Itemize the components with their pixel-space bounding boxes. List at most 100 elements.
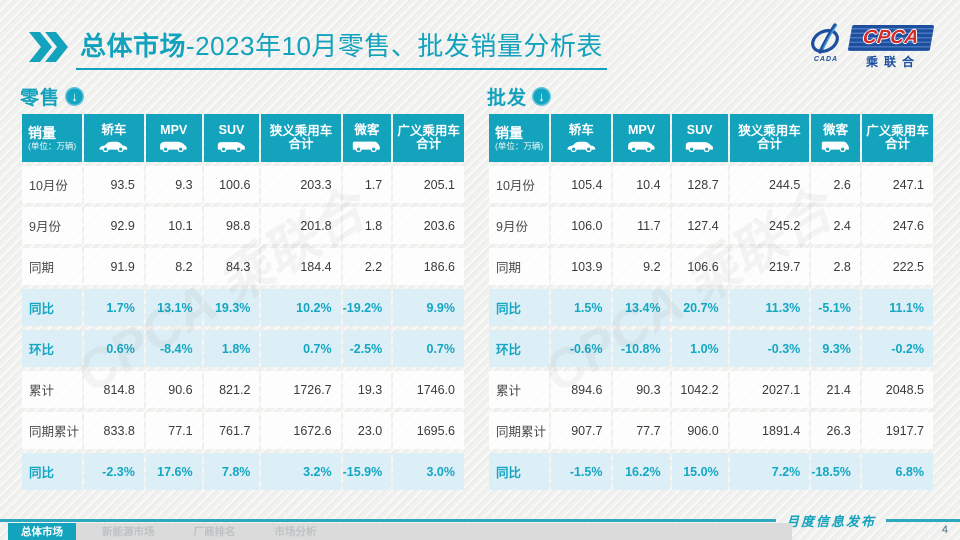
cpca-chinese-label: 乘联合 bbox=[865, 54, 920, 69]
cell: 16.2% bbox=[613, 453, 670, 490]
retail-panel: 零售 ↓ 销量 (单位：万辆) 轿车 MPV SUV 狭义乘用车 合计 微客 广义乘用车 合计… bbox=[20, 84, 466, 494]
cell: 1672.6 bbox=[261, 412, 341, 449]
row-label: 同比 bbox=[22, 289, 82, 326]
cell: 1.8% bbox=[203, 330, 260, 367]
row-label: 10月份 bbox=[489, 166, 550, 203]
suv-icon bbox=[685, 142, 713, 152]
table-row: 9月份 106.0 11.7 127.4 245.2 2.4 247.6 bbox=[489, 207, 933, 244]
cell: 2.4 bbox=[811, 207, 860, 244]
cell: 2048.5 bbox=[861, 371, 933, 408]
cell: -19.2% bbox=[342, 289, 392, 326]
page-number: 4 bbox=[941, 524, 948, 536]
publish-label: 月度信息发布 bbox=[785, 514, 876, 529]
footer-tab-3[interactable]: 市场分析 bbox=[274, 526, 317, 538]
cell: -2.5% bbox=[342, 330, 392, 367]
slide-header: 总体市场-2023年10月零售、批发销量分析表 CADA CPCA 乘联合 bbox=[28, 23, 940, 76]
van-icon bbox=[353, 141, 381, 152]
table-row: 同期 103.9 9.2 106.6 219.7 2.8 222.5 bbox=[489, 248, 933, 285]
cell: -0.6% bbox=[551, 330, 612, 367]
cell: 186.6 bbox=[393, 248, 464, 285]
cell: 8.2 bbox=[145, 248, 202, 285]
cell: 1.8 bbox=[342, 207, 392, 244]
cell: 13.4% bbox=[613, 289, 670, 326]
cell: 205.1 bbox=[393, 166, 464, 203]
footer-tab-1[interactable]: 新能源市场 bbox=[102, 526, 155, 538]
table-row: 同期累计 833.8 77.1 761.7 1672.6 23.0 1695.6 bbox=[22, 412, 464, 449]
footer-tab-0[interactable]: 总体市场 bbox=[8, 523, 76, 540]
download-circle-icon: ↓ bbox=[532, 86, 552, 106]
cell: -0.2% bbox=[861, 330, 933, 367]
header-row: 销量 (单位：万辆) 轿车 MPV SUV 狭义乘用车 合计 微客 广义乘用车 合计 bbox=[489, 114, 933, 162]
cell: 2.6 bbox=[811, 166, 860, 203]
cell: 0.7% bbox=[393, 330, 464, 367]
row-label: 同期 bbox=[22, 248, 82, 285]
cell: 84.3 bbox=[203, 248, 260, 285]
cell: 7.2% bbox=[729, 453, 810, 490]
row-label: 环比 bbox=[489, 330, 550, 367]
cpca-wordmark: CPCA bbox=[847, 24, 935, 51]
cell: 0.6% bbox=[83, 330, 144, 367]
cada-emblem-icon bbox=[811, 23, 839, 54]
cell: 247.6 bbox=[861, 207, 933, 244]
cell: -15.9% bbox=[342, 453, 392, 490]
cell: 100.6 bbox=[203, 166, 260, 203]
row-label: 同期累计 bbox=[489, 412, 550, 449]
cell: 2027.1 bbox=[729, 371, 810, 408]
cell: 21.4 bbox=[811, 371, 860, 408]
corner-header: 销量 (单位：万辆) bbox=[489, 114, 550, 162]
van-icon bbox=[821, 141, 849, 152]
table-row: 累计 894.6 90.3 1042.2 2027.1 21.4 2048.5 bbox=[489, 371, 933, 408]
cell: 90.3 bbox=[613, 371, 670, 408]
column-header: MPV bbox=[613, 114, 670, 162]
cada-label: CADA bbox=[813, 56, 839, 63]
cell: 222.5 bbox=[861, 248, 933, 285]
footer-tab-bar: 总体市场 新能源市场 厂商排名 市场分析 bbox=[8, 523, 792, 540]
cell: 184.4 bbox=[261, 248, 341, 285]
retail-label: 零售 bbox=[20, 87, 61, 109]
row-label: 同比 bbox=[489, 289, 550, 326]
sedan-icon bbox=[99, 141, 128, 152]
cell: 103.9 bbox=[551, 248, 612, 285]
cell: 1891.4 bbox=[729, 412, 810, 449]
retail-table: 销量 (单位：万辆) 轿车 MPV SUV 狭义乘用车 合计 微客 广义乘用车 合计 10月份 9… bbox=[20, 110, 466, 494]
cell: 1.0% bbox=[671, 330, 728, 367]
column-header: SUV bbox=[671, 114, 728, 162]
mpv-icon bbox=[628, 141, 655, 152]
double-chevron-icon bbox=[29, 32, 68, 62]
cell: 127.4 bbox=[671, 207, 728, 244]
column-header: 狭义乘用车 合计 bbox=[261, 114, 341, 162]
table-row: 10月份 105.4 10.4 128.7 244.5 2.6 247.1 bbox=[489, 166, 933, 203]
cell: 9.3% bbox=[811, 330, 860, 367]
column-header: 微客 bbox=[342, 114, 392, 162]
column-header: 狭义乘用车 合计 bbox=[729, 114, 810, 162]
cell: -5.1% bbox=[811, 289, 860, 326]
cpca-logo: CADA CPCA 乘联合 bbox=[804, 18, 935, 76]
column-header: 广义乘用车 合计 bbox=[393, 114, 464, 162]
table-row: 累计 814.8 90.6 821.2 1726.7 19.3 1746.0 bbox=[22, 371, 464, 408]
cell: 106.6 bbox=[671, 248, 728, 285]
cell: 106.0 bbox=[551, 207, 612, 244]
page-title-rest: -2023年10月零售、批发销量分析表 bbox=[186, 31, 603, 61]
cell: 10.2% bbox=[261, 289, 341, 326]
page-title-section: 总体市场 bbox=[80, 31, 187, 61]
cell: 15.0% bbox=[671, 453, 728, 490]
corner-header: 销量 (单位：万辆) bbox=[22, 114, 82, 162]
cell: 128.7 bbox=[671, 166, 728, 203]
cell: 3.0% bbox=[393, 453, 464, 490]
cell: 245.2 bbox=[729, 207, 810, 244]
row-label: 累计 bbox=[489, 371, 550, 408]
cell: 11.3% bbox=[729, 289, 810, 326]
table-row: 10月份 93.5 9.3 100.6 203.3 1.7 205.1 bbox=[22, 166, 464, 203]
row-label: 同比 bbox=[489, 453, 550, 490]
cell: 10.4 bbox=[613, 166, 670, 203]
column-header: 轿车 bbox=[551, 114, 612, 162]
table-row: 同期累计 907.7 77.7 906.0 1891.4 26.3 1917.7 bbox=[489, 412, 933, 449]
row-label: 9月份 bbox=[489, 207, 550, 244]
cell: -8.4% bbox=[145, 330, 202, 367]
cell: 9.3 bbox=[145, 166, 202, 203]
footer-tab-2[interactable]: 厂商排名 bbox=[193, 526, 236, 538]
cell: -0.3% bbox=[729, 330, 810, 367]
wholesale-label: 批发 bbox=[487, 87, 528, 109]
cell: -2.3% bbox=[83, 453, 144, 490]
